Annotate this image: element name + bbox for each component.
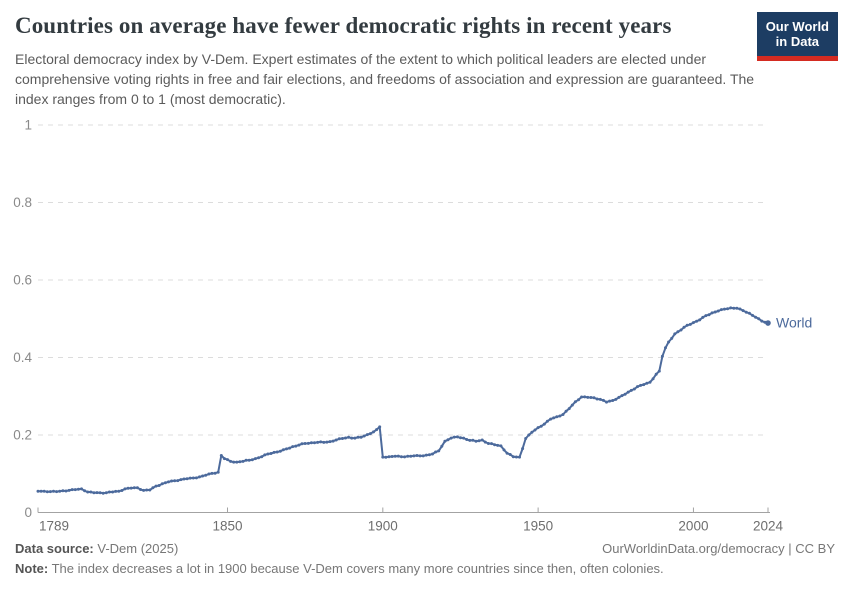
note-label: Note:: [15, 561, 49, 576]
x-tick-label: 1850: [212, 519, 242, 534]
chart-footer: Data source: V-Dem (2025) OurWorldinData…: [15, 541, 835, 576]
y-tick-label: 0.4: [13, 350, 32, 365]
chart-note: Note: The index decreases a lot in 1900 …: [15, 561, 835, 576]
x-tick-label: 2000: [678, 519, 708, 534]
series-end-dot: [765, 320, 771, 326]
x-tick-label: 1900: [368, 519, 398, 534]
data-source-label: Data source:: [15, 541, 94, 556]
series-end-label: World: [776, 315, 812, 331]
y-axis-labels: 0 0.2 0.4 0.6 0.8 1: [13, 118, 32, 521]
y-tick-label: 1: [24, 118, 32, 133]
y-gridlines: [38, 124, 768, 436]
owid-logo-line1: Our World: [765, 19, 829, 34]
owid-logo[interactable]: Our World in Data: [756, 12, 838, 61]
chart-header: Countries on average have fewer democrat…: [15, 12, 838, 110]
y-tick-label: 0.2: [13, 428, 32, 443]
series-world: World: [36, 306, 812, 495]
owid-logo-line2: in Data: [775, 34, 820, 50]
line-chart-canvas: 0 0.2 0.4 0.6 0.8 1 1789 1850 1900 1950 2000 2024 Wo…: [13, 118, 812, 534]
y-tick-label: 0.6: [13, 273, 32, 288]
chart-subtitle: Electoral democracy index by V-Dem. Expe…: [15, 50, 755, 108]
series-line: [37, 306, 769, 495]
x-tick-label: 1950: [523, 519, 553, 534]
note-value: The index decreases a lot in 1900 becaus…: [51, 561, 664, 576]
y-tick-label: 0: [24, 505, 32, 520]
data-source: Data source: V-Dem (2025): [15, 541, 178, 556]
chart-title: Countries on average have fewer democrat…: [15, 13, 672, 38]
license-link[interactable]: OurWorldinData.org/democracy | CC BY: [602, 541, 835, 556]
data-source-value: V-Dem (2025): [97, 541, 179, 556]
x-tick-label: 1789: [39, 519, 69, 534]
y-tick-label: 0.8: [13, 195, 32, 210]
x-tick-label: 2024: [753, 519, 784, 534]
x-axis: 1789 1850 1900 1950 2000 2024: [37, 507, 784, 534]
